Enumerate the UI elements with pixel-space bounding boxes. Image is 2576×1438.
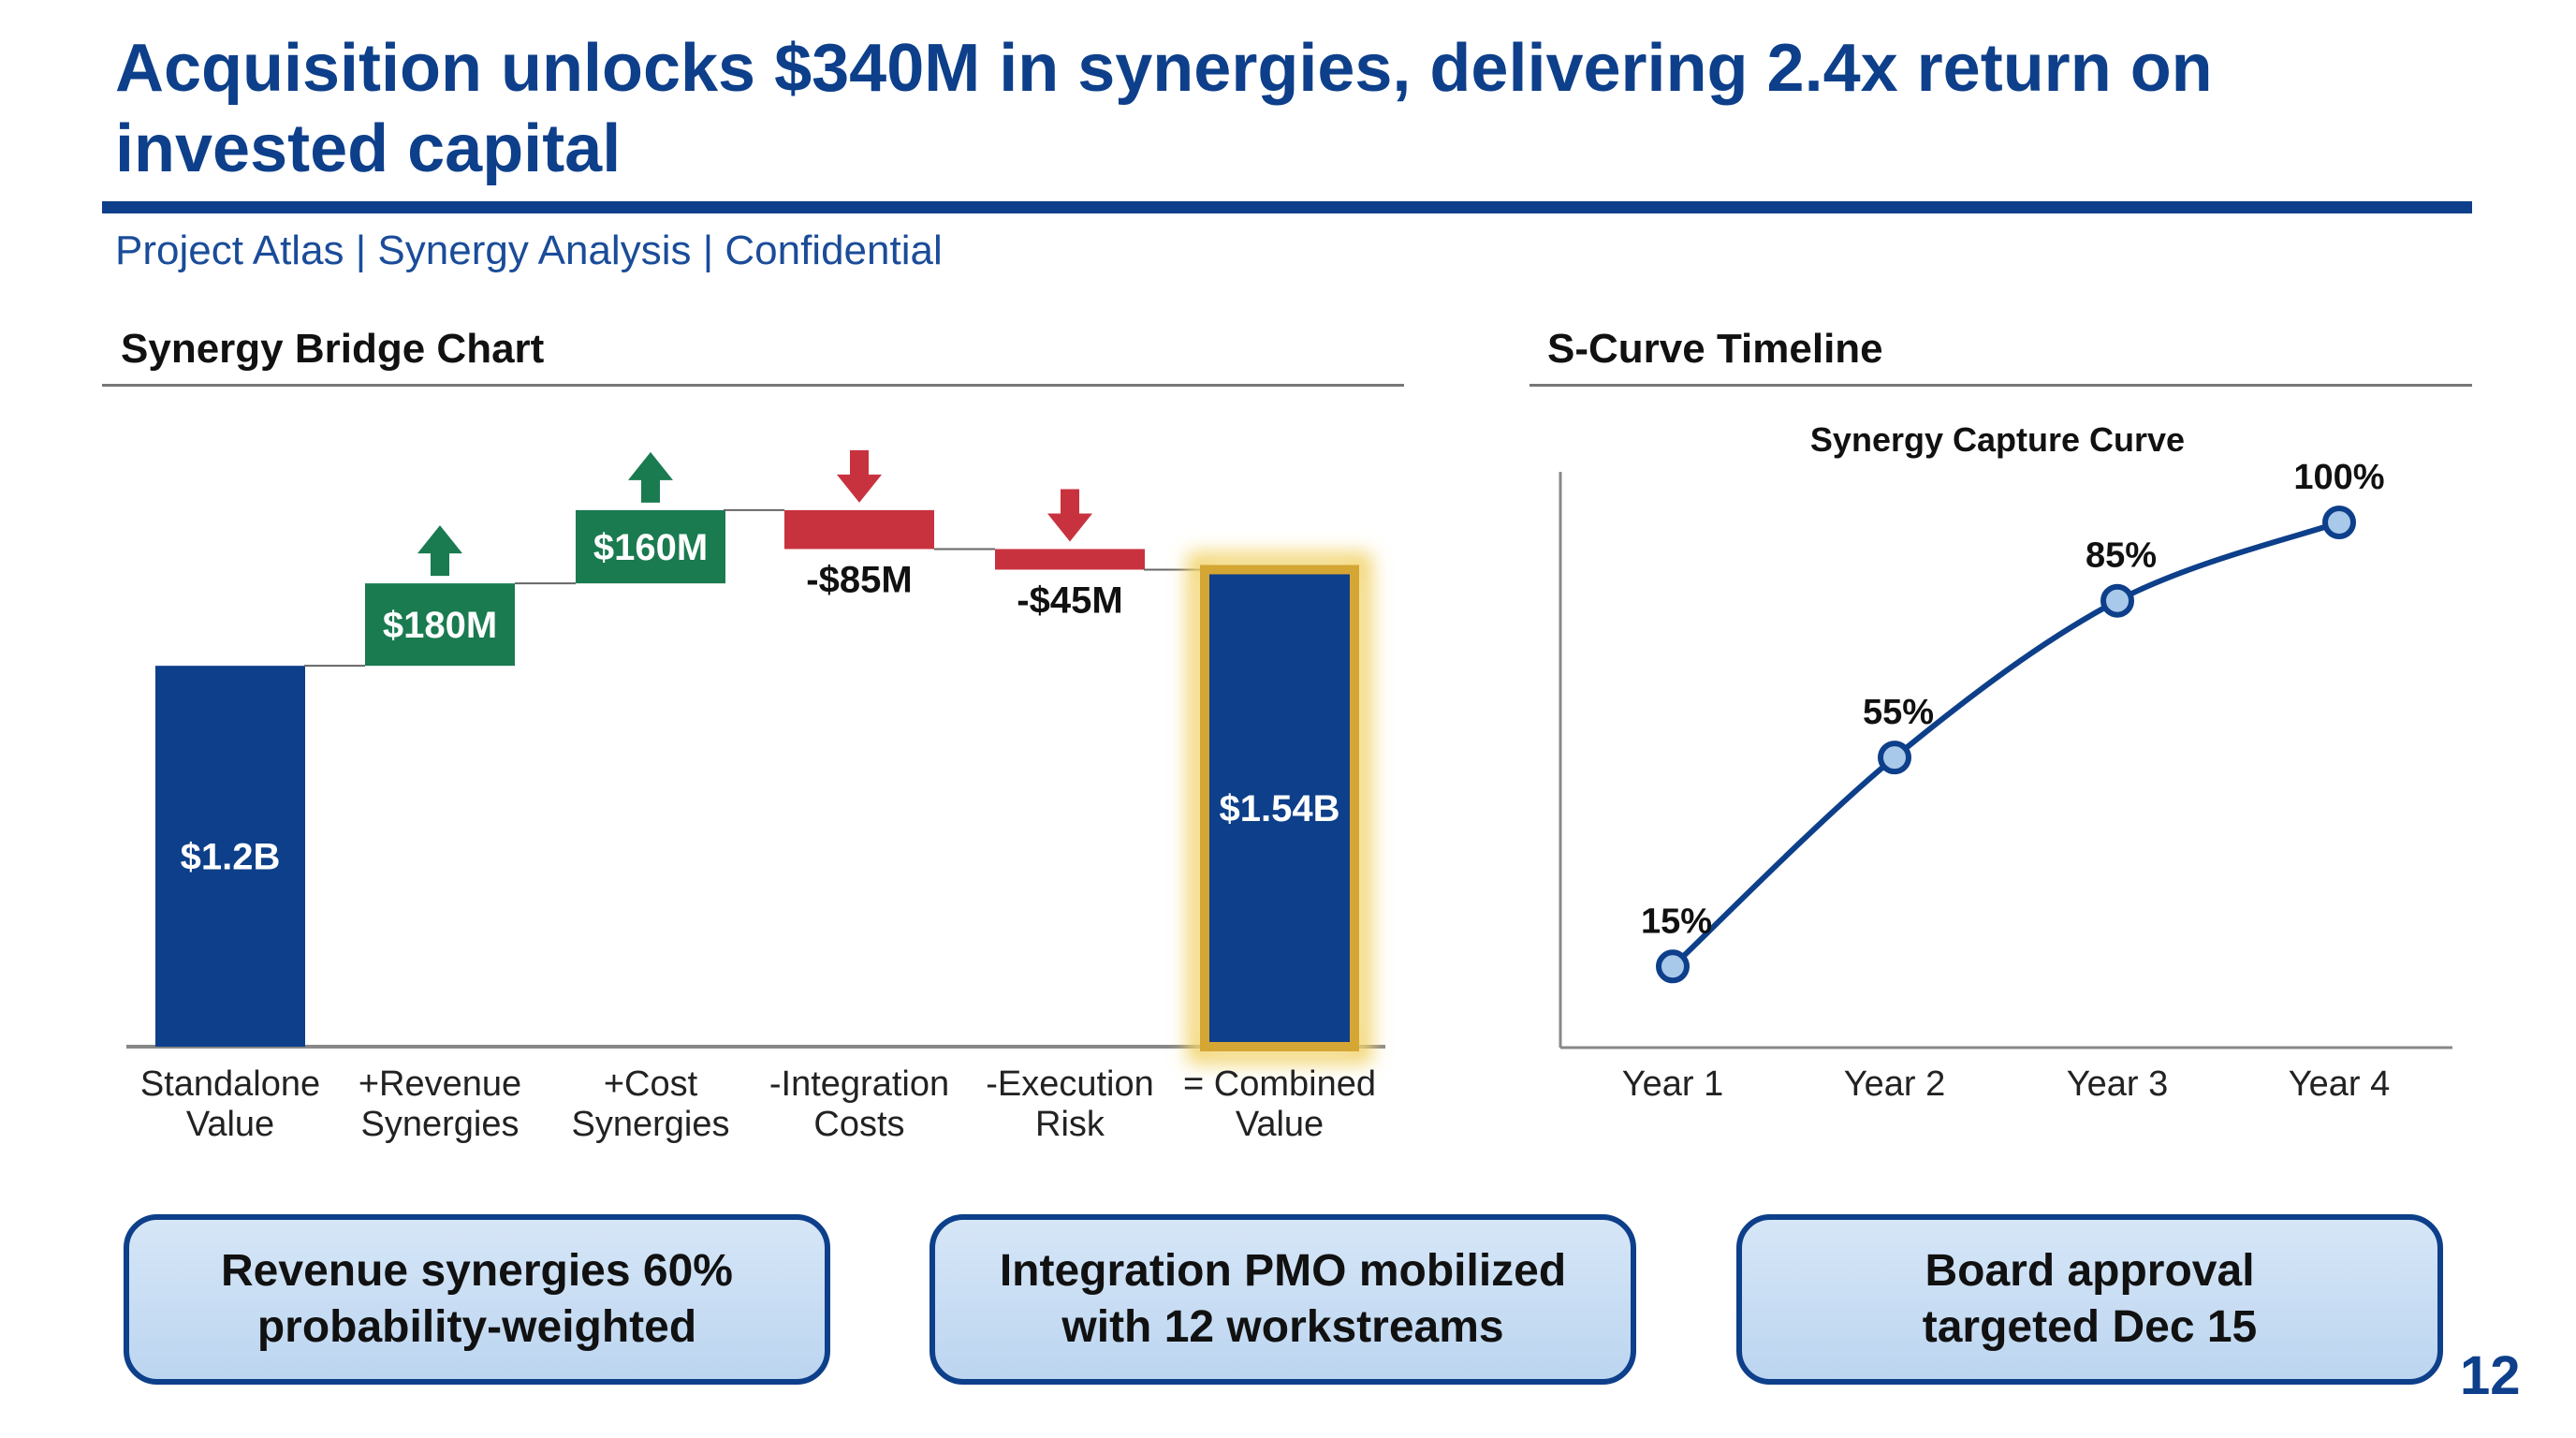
category-label: +Cost (604, 1064, 698, 1104)
chart-title: Synergy Capture Curve (1810, 420, 2185, 459)
data-point (1656, 949, 1690, 984)
bar-value-label: $1.54B (1220, 788, 1340, 829)
data-label: 15% (1641, 902, 1712, 941)
bridge-section-title: Synergy Bridge Chart (121, 326, 545, 372)
data-label: 85% (2086, 536, 2157, 576)
page-number: 12 (2460, 1345, 2521, 1406)
category-label: Risk (1035, 1105, 1105, 1144)
title-rule (102, 201, 2472, 213)
arrow-up-icon (628, 451, 673, 503)
scurve-section-title: S-Curve Timeline (1547, 326, 1883, 372)
category-label: = Combined (1183, 1064, 1376, 1104)
bar-total (155, 666, 305, 1047)
callout-line: Board approval (1925, 1246, 2255, 1296)
waterfall-chart: $1.2BStandaloneValue$180M+RevenueSynergi… (126, 449, 1385, 1144)
callout-line: Revenue synergies 60% (221, 1246, 733, 1296)
category-label: Standalone (140, 1064, 320, 1104)
category-label: Value (1236, 1105, 1324, 1144)
callout-line: Integration PMO mobilized (999, 1246, 1567, 1296)
data-label: 100% (2293, 458, 2384, 497)
callout-integration-pmo: Integration PMO mobilized with 12 workstr… (929, 1214, 1636, 1385)
capture-curve-line (1670, 520, 2340, 969)
x-tick-label: Year 2 (1844, 1064, 1945, 1104)
slide-subtitle: Project Atlas | Synergy Analysis | Confi… (115, 227, 943, 273)
callout-line: probability-weighted (256, 1302, 697, 1352)
slide-title: Acquisition unlocks $340M in synergies, … (115, 31, 2213, 186)
bar-increase (576, 509, 725, 584)
data-label: 55% (1863, 693, 1934, 732)
data-point (1878, 741, 1911, 775)
data-point (2322, 506, 2356, 539)
arrow-up-icon (417, 525, 462, 577)
bridge-section-divider (102, 384, 1404, 387)
bar-value-label: -$85M (806, 559, 912, 600)
callout-board-approval: Board approval targeted Dec 15 (1736, 1214, 2443, 1385)
category-label: -Execution (986, 1064, 1154, 1104)
category-label: Synergies (572, 1105, 730, 1144)
arrow-down-icon (1047, 489, 1092, 542)
category-label: +Revenue (359, 1064, 521, 1104)
category-label: Synergies (361, 1105, 520, 1144)
bar-increase (365, 583, 515, 667)
bar-decrease (784, 509, 934, 550)
highlight-glow (1188, 552, 1371, 1064)
bar-value-label: -$45M (1017, 580, 1122, 621)
x-tick-label: Year 4 (2289, 1064, 2390, 1104)
bar-combined-value (1200, 565, 1359, 1051)
bar-value-label: $1.2B (181, 837, 281, 878)
data-point (2100, 583, 2134, 618)
scurve-section-divider (1530, 384, 2472, 387)
callout-revenue-synergies: Revenue synergies 60% probability-weighte… (124, 1214, 830, 1385)
callout-line: targeted Dec 15 (1922, 1302, 2258, 1352)
s-curve-chart: Synergy Capture Curve 15% Year 1 55% Year 2 8… (1559, 420, 2452, 1104)
bar-decrease (995, 549, 1145, 570)
x-tick-label: Year 1 (1622, 1064, 1723, 1104)
arrow-down-icon (837, 449, 882, 503)
bar-value-label: $180M (383, 605, 497, 646)
category-label: -Integration (769, 1064, 949, 1104)
category-label: Value (186, 1105, 274, 1144)
category-label: Costs (813, 1105, 904, 1144)
callout-line: with 12 workstreams (1061, 1302, 1504, 1352)
bar-value-label: $160M (593, 527, 708, 568)
x-tick-label: Year 3 (2067, 1064, 2168, 1104)
